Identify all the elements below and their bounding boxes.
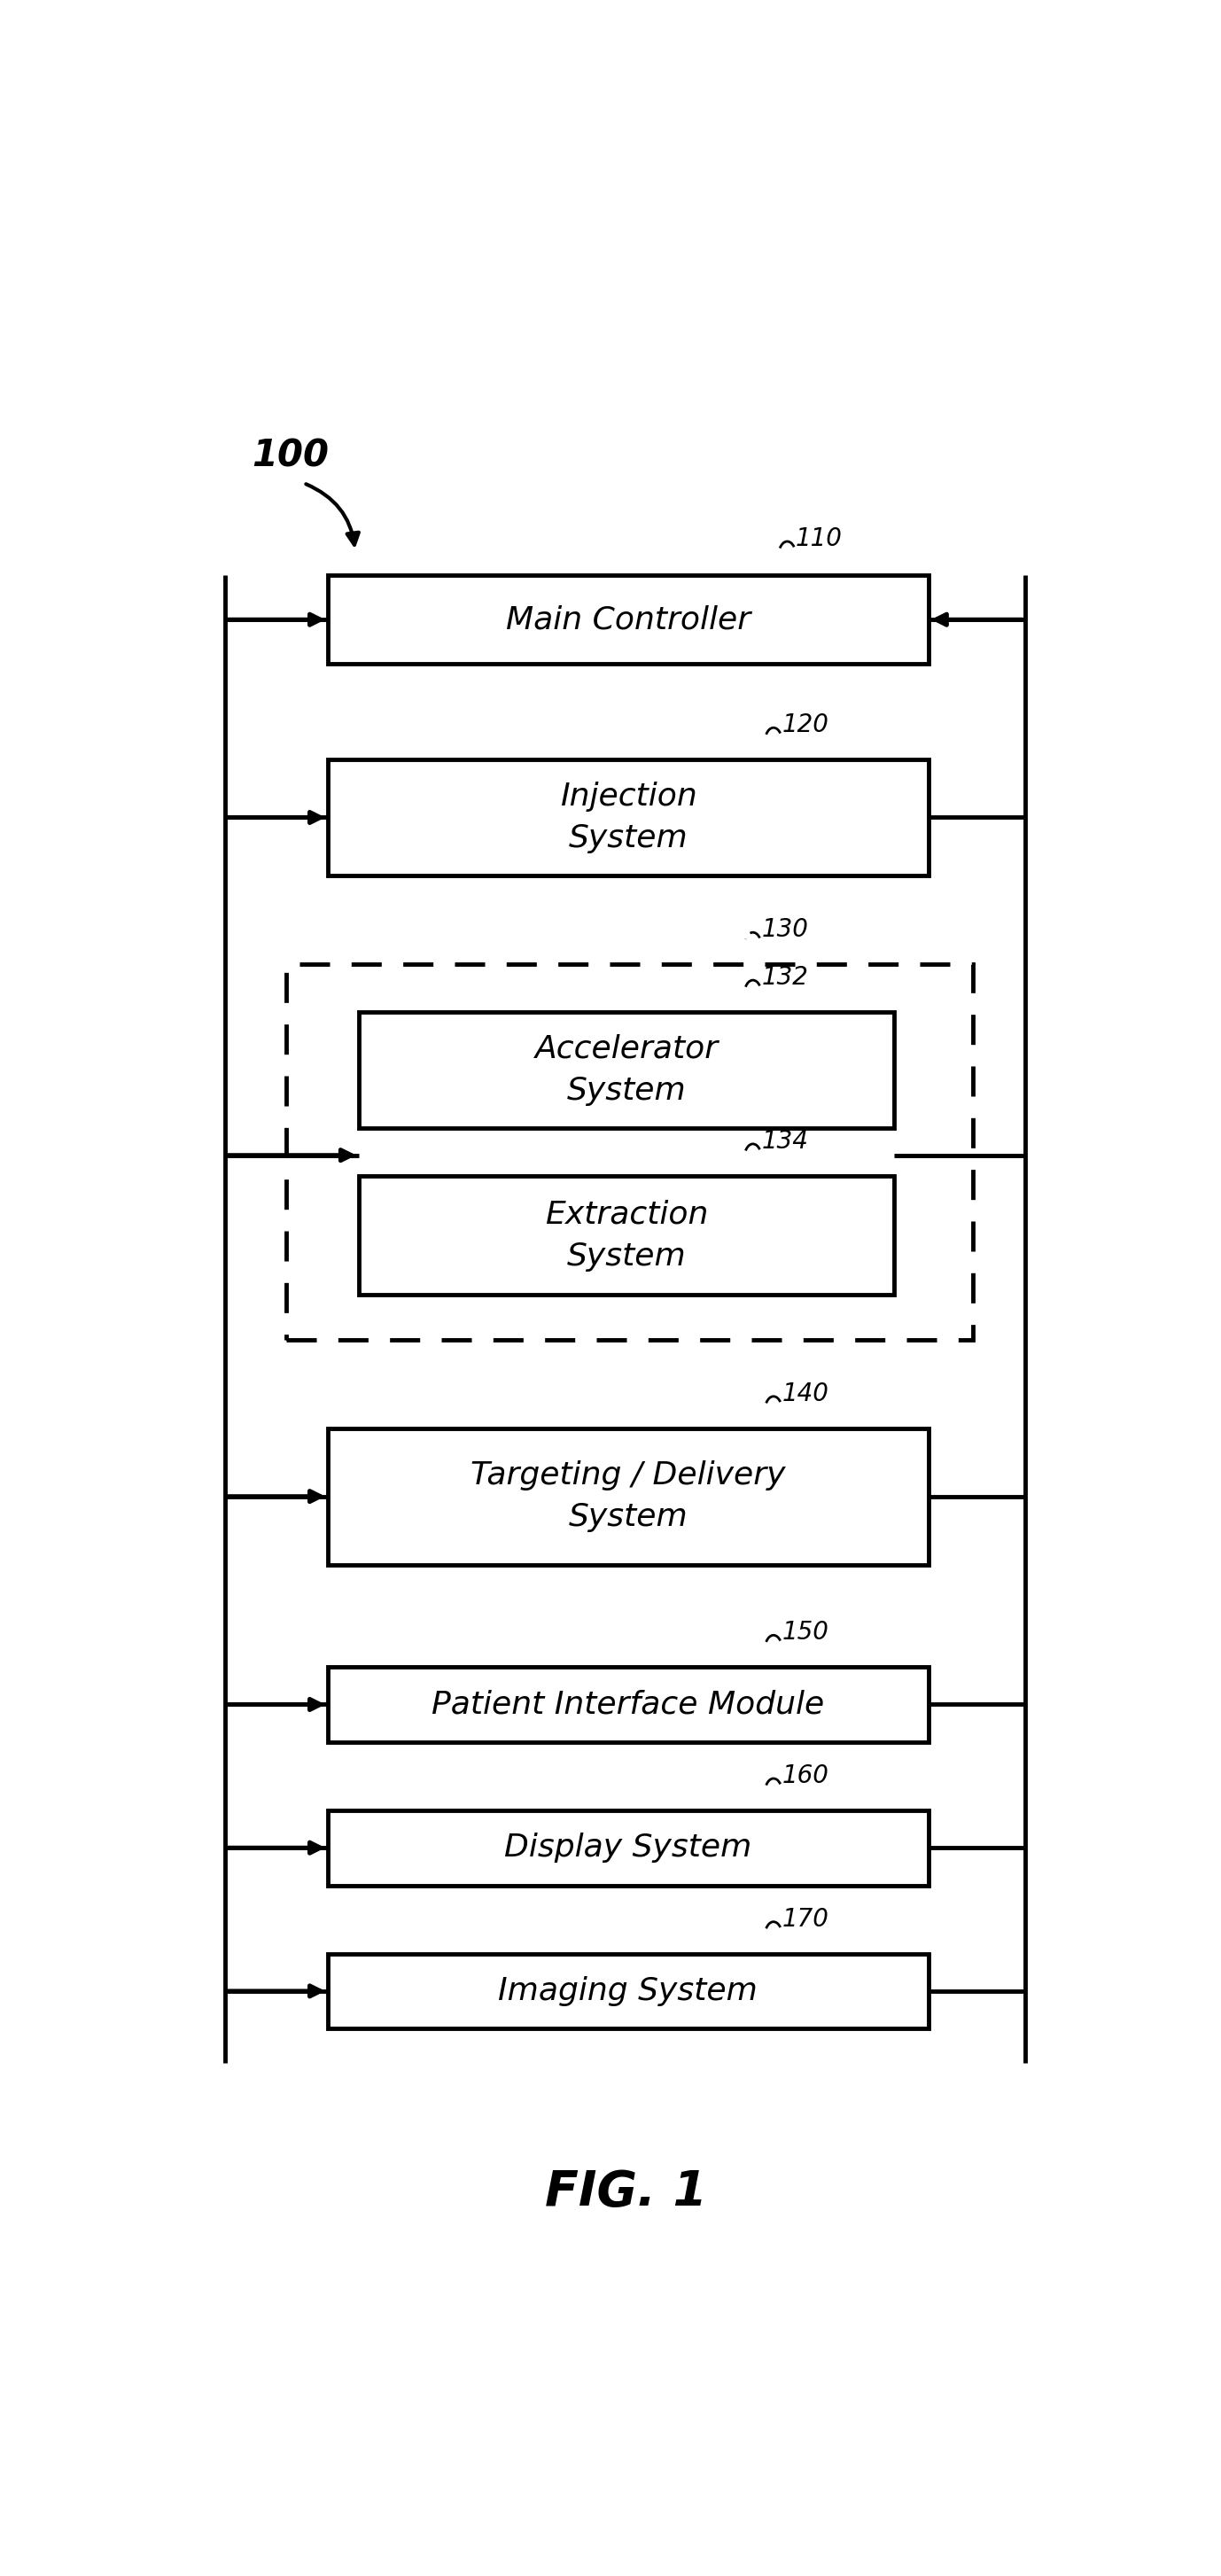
- Text: Main Controller: Main Controller: [505, 605, 751, 634]
- Text: 170: 170: [781, 1906, 829, 1932]
- Bar: [327, 760, 929, 876]
- Bar: [327, 574, 929, 665]
- Bar: [359, 1175, 894, 1296]
- Text: 120: 120: [781, 714, 829, 737]
- Bar: [327, 1811, 929, 1886]
- FancyArrowPatch shape: [306, 484, 359, 544]
- Bar: [327, 1427, 929, 1564]
- Bar: [327, 1953, 929, 2027]
- Text: 150: 150: [781, 1620, 829, 1646]
- Text: Imaging System: Imaging System: [498, 1976, 758, 2007]
- Text: 140: 140: [781, 1381, 829, 1406]
- Text: Patient Interface Module: Patient Interface Module: [432, 1690, 824, 1721]
- Text: FIG. 1: FIG. 1: [545, 2169, 707, 2215]
- Text: 110: 110: [796, 526, 842, 551]
- Text: Accelerator
System: Accelerator System: [535, 1033, 718, 1105]
- Text: Display System: Display System: [504, 1832, 752, 1862]
- Bar: [359, 1012, 894, 1128]
- Text: Injection
System: Injection System: [559, 781, 697, 853]
- Bar: [327, 1667, 929, 1741]
- Text: 160: 160: [781, 1765, 829, 1788]
- Text: 100: 100: [253, 438, 330, 474]
- Text: Targeting / Delivery
System: Targeting / Delivery System: [470, 1461, 785, 1533]
- Bar: [287, 963, 973, 1340]
- Text: 130: 130: [762, 917, 808, 943]
- Text: Extraction
System: Extraction System: [545, 1200, 708, 1273]
- Text: 132: 132: [762, 966, 808, 989]
- Text: 134: 134: [762, 1128, 808, 1154]
